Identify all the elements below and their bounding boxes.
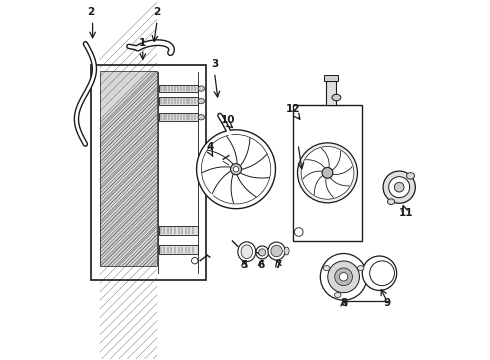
Bar — [326, 81, 336, 105]
Text: 10: 10 — [221, 114, 235, 125]
Circle shape — [389, 177, 410, 198]
Circle shape — [301, 147, 354, 199]
Ellipse shape — [238, 242, 256, 262]
Circle shape — [192, 257, 198, 264]
Ellipse shape — [210, 155, 223, 165]
Circle shape — [230, 164, 242, 175]
Circle shape — [369, 261, 394, 285]
Circle shape — [362, 256, 397, 291]
Text: 4: 4 — [206, 141, 214, 152]
Bar — [159, 246, 198, 255]
Circle shape — [201, 135, 271, 204]
Text: 2: 2 — [87, 7, 95, 17]
Circle shape — [271, 245, 282, 257]
Bar — [324, 75, 338, 81]
Circle shape — [340, 273, 348, 281]
Circle shape — [335, 268, 352, 286]
Text: 5: 5 — [241, 260, 248, 270]
Circle shape — [328, 261, 360, 293]
Circle shape — [256, 246, 269, 259]
Circle shape — [383, 171, 416, 203]
Text: 1: 1 — [139, 37, 147, 48]
Bar — [159, 97, 198, 105]
Circle shape — [320, 253, 367, 300]
Bar — [159, 85, 198, 93]
Circle shape — [322, 167, 333, 178]
Ellipse shape — [198, 98, 204, 104]
Ellipse shape — [388, 199, 395, 204]
Text: 11: 11 — [398, 208, 413, 218]
Circle shape — [297, 143, 358, 203]
Ellipse shape — [407, 173, 415, 179]
Circle shape — [233, 166, 239, 172]
Text: 2: 2 — [153, 7, 161, 17]
Ellipse shape — [268, 242, 285, 260]
Circle shape — [259, 249, 266, 256]
Bar — [100, 71, 157, 266]
Ellipse shape — [332, 94, 341, 101]
Text: 12: 12 — [286, 104, 301, 114]
Text: 8: 8 — [340, 298, 347, 308]
Ellipse shape — [284, 247, 289, 255]
Bar — [91, 65, 205, 280]
Ellipse shape — [323, 266, 330, 271]
Text: 6: 6 — [258, 260, 265, 270]
Ellipse shape — [335, 292, 341, 298]
Text: 3: 3 — [211, 59, 218, 69]
Bar — [159, 113, 198, 121]
Circle shape — [394, 182, 404, 192]
Text: 7: 7 — [274, 260, 282, 270]
Text: 9: 9 — [383, 298, 390, 308]
Ellipse shape — [198, 86, 204, 91]
Bar — [159, 226, 198, 235]
Circle shape — [294, 228, 303, 236]
Ellipse shape — [241, 245, 252, 258]
Circle shape — [196, 130, 275, 209]
Bar — [294, 105, 362, 241]
Ellipse shape — [198, 114, 204, 120]
Ellipse shape — [357, 266, 364, 271]
